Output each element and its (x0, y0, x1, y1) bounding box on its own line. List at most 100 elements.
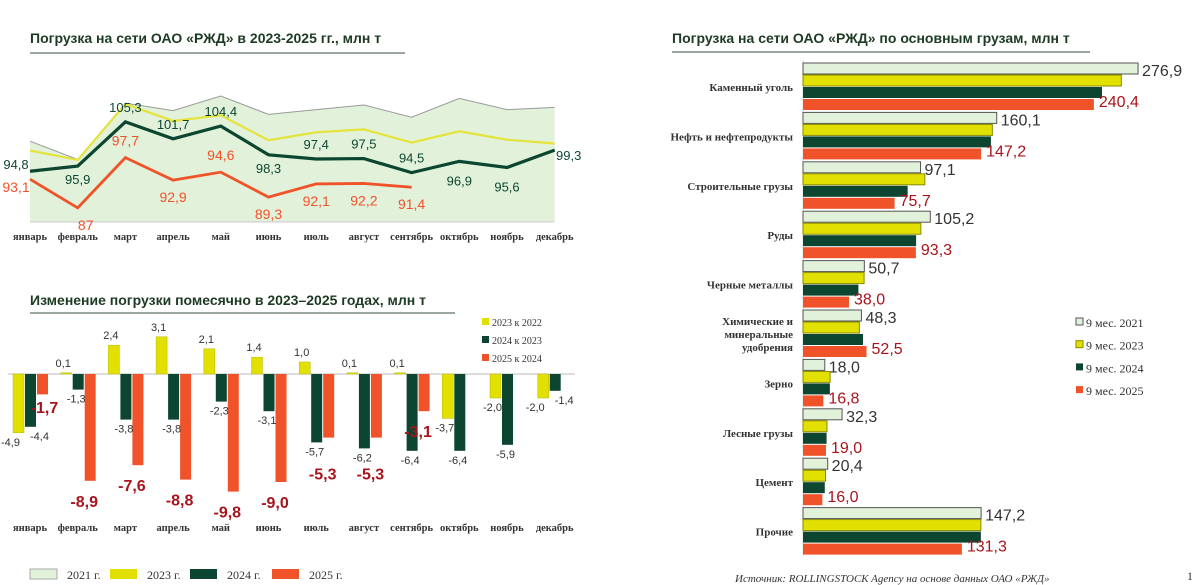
series-2021-area (30, 96, 555, 222)
x-tick-label: декабрь (536, 523, 574, 534)
series-2025-line (29, 155, 412, 210)
monthly-loading-line-chart: 94,8 95,9 105,3 101,7 104,4 98,3 97,4 97,5 94,5 9… (2, 95, 581, 582)
data-label-2024: 97,5 (351, 137, 376, 152)
data-label-2024-vs-2023: -1,4 (555, 395, 574, 407)
category-label: удобрения (742, 342, 793, 354)
legend-label: 9 мес. 2023 (1086, 339, 1144, 353)
source-note: Источник: ROLLINGSTOCK Agency на основе … (734, 573, 1049, 585)
bar-2023-к-2022 (60, 372, 72, 375)
bar-9-мес.-2025 (803, 99, 1094, 110)
x-tick-label: январь (13, 523, 47, 534)
bar-9-мес.-2024 (803, 87, 1102, 98)
bar-2023-к-2022 (489, 373, 502, 399)
category-label: Химические и (722, 316, 794, 328)
bar-2025-к-2024 (275, 374, 287, 482)
data-label-2025: 19,0 (831, 440, 862, 457)
legend-label: 9 мес. 2024 (1086, 361, 1144, 375)
bar-9-мес.-2023 (802, 74, 1122, 87)
data-label-2024: 101,7 (157, 117, 190, 132)
bar-9-мес.-2024 (803, 383, 830, 395)
bar-9-мес.-2023 (802, 123, 993, 136)
data-label-2024-vs-2023: -6,2 (353, 452, 372, 464)
x-tick-label: сентябрь (390, 523, 433, 534)
data-label-2025: 38,0 (854, 292, 885, 309)
data-label-2025: 131,3 (967, 539, 1007, 556)
legend-swatch (1075, 340, 1084, 349)
bar-9-мес.-2023 (802, 469, 827, 482)
legend-swatch (190, 569, 217, 579)
bar-9-мес.-2021 (802, 309, 862, 322)
bar-2024-к-2023 (311, 374, 323, 443)
bar-2025-к-2024 (323, 374, 335, 438)
bar-2023-к-2022 (537, 373, 549, 399)
data-label-2021: 18,0 (829, 359, 860, 376)
data-label-2023-vs-2022: 0,1 (342, 358, 357, 370)
bar-9-мес.-2021 (802, 457, 829, 470)
data-label-2023-vs-2022: 2,1 (199, 334, 214, 346)
bar-2023-к-2022 (12, 373, 25, 434)
bar-2024-к-2023 (120, 374, 132, 420)
legend-swatch (272, 569, 299, 579)
legend-label: 2021 г. (67, 568, 101, 582)
bar-2024-к-2023 (263, 374, 275, 412)
hbar-chart-title: Погрузка на сети ОАО «РЖД» по основным г… (672, 30, 1070, 46)
bar-9-мес.-2025 (803, 543, 962, 555)
data-label-2021: 32,3 (846, 409, 877, 426)
legend-swatch (1076, 363, 1083, 371)
data-label-2024-vs-2023: -3,8 (114, 424, 133, 436)
x-tick-label: декабрь (536, 232, 574, 243)
data-label-2025-vs-2024: -3,1 (404, 424, 432, 441)
legend-label: 9 мес. 2025 (1086, 384, 1144, 398)
data-label-2021: 48,3 (865, 310, 896, 327)
x-tick-label: январь (13, 232, 47, 243)
bar-9-мес.-2024 (803, 482, 825, 494)
data-label-2023-vs-2022: 3,1 (151, 322, 166, 334)
bar-9-мес.-2021 (802, 62, 1139, 75)
data-label-2021: 50,7 (868, 261, 899, 278)
x-tick-label: сентябрь (390, 232, 433, 243)
legend-swatch (482, 354, 489, 361)
data-label-2024: 104,4 (205, 104, 238, 119)
data-label-2025: 16,8 (828, 390, 859, 407)
bar-9-мес.-2025 (803, 494, 823, 506)
x-tick-label: май (212, 232, 230, 243)
data-label-2025: 91,4 (398, 196, 425, 212)
data-label-2025-vs-2024: -9,8 (214, 505, 242, 522)
data-label-2024: 96,9 (447, 173, 472, 188)
data-label-2021: 276,9 (1142, 63, 1182, 80)
data-label-2025: 92,9 (159, 189, 186, 205)
x-tick-label: апрель (157, 523, 191, 534)
data-label-2024-vs-2023: -5,7 (305, 446, 324, 458)
legend-label: 2024 к 2023 (492, 336, 542, 347)
bar-2024-к-2023 (502, 374, 513, 445)
x-tick-label: февраль (58, 523, 99, 534)
x-tick-label: февраль (58, 232, 99, 243)
bar-2025-к-2024 (180, 374, 192, 480)
legend-swatch (482, 318, 489, 325)
x-tick-label: июль (304, 523, 330, 534)
bar-9-мес.-2025 (803, 148, 982, 160)
legend-swatch (29, 568, 58, 580)
bar-9-мес.-2023 (802, 272, 865, 285)
data-label-2024-vs-2023: -1,3 (67, 394, 86, 406)
data-label-2025: 93,3 (921, 242, 952, 259)
bar-2023-к-2022 (108, 344, 120, 375)
bar-9-мес.-2024 (803, 531, 981, 543)
data-label-2025: 89,3 (255, 206, 282, 222)
data-label-2023-vs-2022: -4,9 (1, 437, 20, 449)
page-number: 1 (1187, 569, 1193, 583)
legend-label: 2025 г. (309, 568, 343, 582)
bar-2025-к-2024 (370, 374, 382, 438)
x-tick-label: ноябрь (490, 523, 524, 534)
data-label-2025-vs-2024: -1,7 (31, 400, 59, 417)
bar-9-мес.-2021 (802, 111, 998, 124)
bar-9-мес.-2025 (803, 296, 849, 308)
data-label-2024: 94,5 (399, 151, 424, 166)
data-label-2023-vs-2022: -3,7 (435, 422, 454, 434)
bar-2024-к-2023 (72, 374, 84, 390)
x-tick-label: октябрь (440, 232, 479, 243)
bar-9-мес.-2025 (803, 197, 895, 209)
data-label-2025-vs-2024: -9,0 (261, 495, 289, 512)
bar-9-мес.-2021 (802, 210, 931, 223)
data-label-2025-vs-2024: -5,3 (357, 467, 385, 484)
